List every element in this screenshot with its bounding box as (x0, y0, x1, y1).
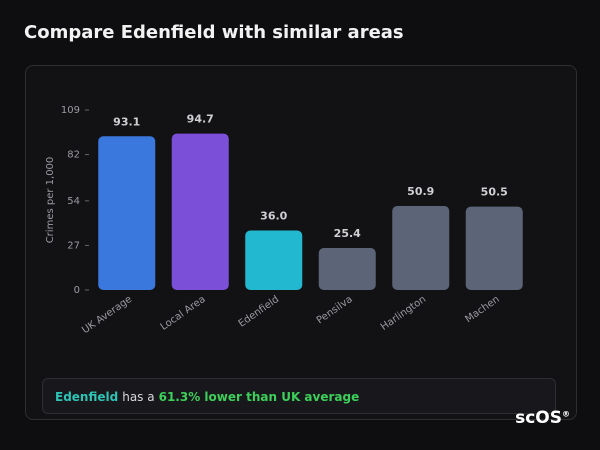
value-label: 94.7 (187, 113, 214, 126)
logo-name: scOS (515, 408, 562, 428)
bar (171, 133, 229, 290)
logo-mark: ® (562, 409, 570, 419)
bar (98, 136, 156, 290)
x-tick-label: Local Area (159, 294, 208, 333)
page-title: Compare Edenfield with similar areas (24, 22, 404, 43)
bar (318, 248, 376, 290)
bar (392, 205, 450, 290)
value-label: 25.4 (334, 227, 361, 240)
value-label: 50.5 (481, 186, 508, 199)
value-label: 93.1 (113, 115, 140, 128)
value-label: 36.0 (260, 210, 287, 223)
y-tick-label: 109 (61, 105, 80, 116)
x-tick-label: Harlington (379, 294, 428, 333)
y-tick-label: 0 (74, 285, 80, 296)
bar (245, 230, 303, 290)
y-tick-label: 27 (67, 240, 80, 251)
x-tick-label: UK Average (80, 294, 134, 336)
bar (465, 206, 523, 290)
summary-text: has a (122, 390, 155, 404)
x-tick-label: Pensilva (315, 294, 355, 327)
y-axis-label: Crimes per 1,000 (45, 157, 56, 244)
logo: scOS® (515, 408, 570, 428)
y-tick-label: 82 (67, 150, 80, 161)
summary-comparison: 61.3% lower than UK average (158, 390, 360, 404)
y-tick-label: 54 (67, 196, 80, 207)
x-tick-label: Machen (463, 294, 501, 325)
x-tick-label: Edenfield (237, 294, 282, 330)
summary-area: Edenfield (55, 390, 119, 404)
summary: Edenfield has a 61.3% lower than UK averag… (42, 378, 556, 414)
value-label: 50.9 (407, 185, 434, 198)
